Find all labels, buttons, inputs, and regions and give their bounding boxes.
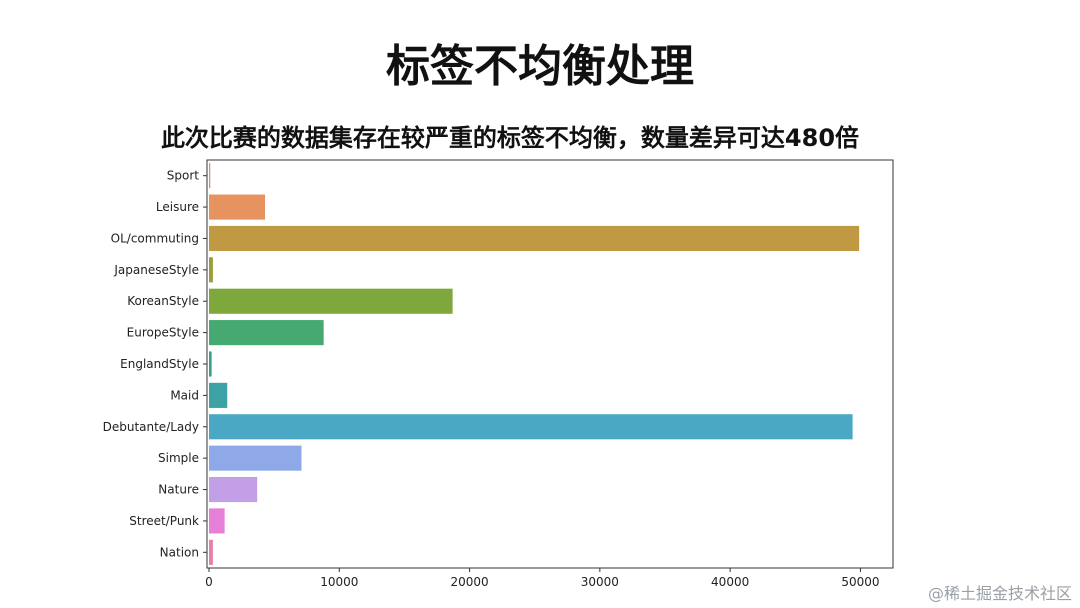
- bar: [209, 476, 258, 503]
- y-tick-label: Simple: [158, 451, 199, 465]
- bar: [209, 508, 225, 534]
- bar: [209, 382, 228, 408]
- y-tick-label: EnglandStyle: [120, 357, 199, 371]
- bar: [209, 163, 211, 189]
- x-tick-label: 20000: [450, 575, 488, 589]
- bar: [209, 320, 324, 346]
- x-tick-label: 50000: [841, 575, 879, 589]
- bar: [209, 225, 860, 252]
- y-tick-label: Nature: [158, 483, 199, 497]
- bar: [209, 257, 213, 283]
- y-tick-label: Leisure: [156, 200, 199, 214]
- y-tick-label: Street/Punk: [129, 514, 199, 528]
- bar: [209, 414, 853, 440]
- x-tick-label: 40000: [711, 575, 749, 589]
- y-tick-label: Sport: [167, 169, 200, 183]
- y-tick-label: OL/commuting: [111, 231, 199, 245]
- y-tick-label: KoreanStyle: [127, 294, 199, 308]
- plot-frame: [206, 159, 894, 569]
- bar: [209, 194, 266, 220]
- y-tick-label: EuropeStyle: [127, 326, 199, 340]
- x-tick-label: 0: [205, 575, 213, 589]
- y-tick-label: JapaneseStyle: [113, 263, 199, 277]
- bar: [209, 445, 302, 471]
- slide-title: 标签不均衡处理: [386, 41, 694, 92]
- bar: [209, 288, 453, 314]
- y-tick-label: Maid: [170, 388, 199, 402]
- bar: [209, 351, 212, 377]
- watermark: @稀土掘金技术社区: [927, 584, 1072, 603]
- x-tick-label: 30000: [581, 575, 619, 589]
- x-tick-label: 10000: [320, 575, 358, 589]
- y-tick-label: Nation: [160, 545, 199, 559]
- y-tick-label: Debutante/Lady: [103, 420, 199, 434]
- bar: [209, 539, 213, 565]
- chart-title: 此次比赛的数据集存在较严重的标签不均衡，数量差异可达480倍: [160, 124, 860, 152]
